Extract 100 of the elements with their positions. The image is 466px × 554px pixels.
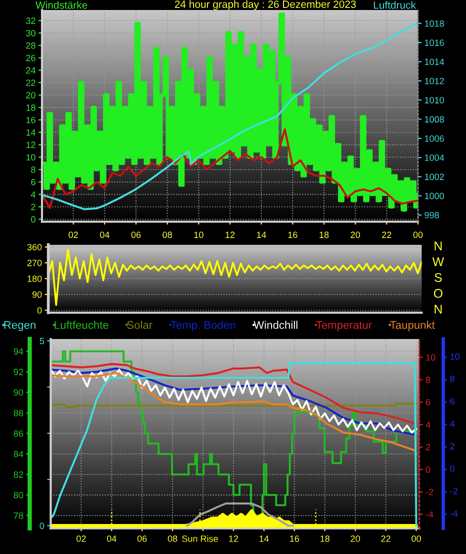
x-tick-label: 02 [76, 535, 86, 542]
x-tick-label: 06 [137, 535, 147, 542]
line-series [50, 363, 416, 424]
text: N [434, 242, 442, 250]
text: 2 [450, 443, 454, 450]
x-tick-label: 16 [288, 232, 298, 238]
y2-tick-label: 1018 [424, 20, 444, 27]
text: -2 [450, 488, 458, 494]
x-tick-label: 20 [350, 535, 360, 542]
y-tick-label: 32 [26, 18, 36, 24]
y2-tick-label: 0 [426, 466, 430, 473]
y2-tick-label: 4 [426, 422, 430, 428]
text: S [434, 273, 442, 282]
x-tick-label: 18 [320, 232, 329, 238]
y-axis-title: Windstärke [36, 1, 88, 9]
y-tick-label: 24 [26, 67, 36, 74]
y2-tick-label: 998 [424, 212, 439, 218]
y-tick-label: 12 [26, 142, 36, 148]
y2-tick-label: 8 [426, 376, 430, 384]
y2-tick-label: 1002 [424, 174, 444, 180]
y-tick-label: 14 [26, 129, 36, 136]
text: O [434, 288, 442, 298]
x-tick-label: 08 [162, 232, 172, 238]
legend-label: Temp. Boden [170, 320, 236, 332]
text: N [434, 304, 442, 314]
y-tick-label: 30 [26, 30, 36, 36]
line-series [48, 248, 422, 306]
x-tick-label: 22 [381, 535, 390, 542]
legend-label: Luftfeuchte [54, 320, 108, 329]
x-tick-label: 12 [229, 535, 238, 542]
y2-axis-title: Luftdruck [374, 1, 416, 9]
legend-label: Regen [4, 321, 36, 332]
chart-title: 24 hour graph day : 26 Dezember 2023 [174, 0, 356, 10]
y-tick-label: 0 [37, 307, 42, 314]
y2-tick-label: 1014 [424, 58, 444, 66]
y-tick-label: 22 [26, 80, 36, 86]
y-tick-label: 28 [26, 42, 36, 49]
y-tick-label: 0 [31, 216, 36, 223]
y-tick-label: 84 [14, 450, 24, 458]
y-tick-label: 270 [27, 260, 42, 266]
y-tick-label: 78 [14, 512, 24, 519]
text: W [432, 257, 444, 266]
y2-tick-label: 1012 [424, 78, 444, 84]
y2-tick-label: 1004 [424, 154, 444, 161]
legend-label: Windchill [254, 320, 298, 329]
text: 10 [450, 353, 460, 360]
x-tick-label: 08 [168, 535, 178, 542]
y-tick-label: 20 [26, 92, 36, 98]
y2-tick-label: 1010 [424, 97, 444, 104]
text: 6 [450, 398, 454, 405]
y-tick-label: 6 [31, 178, 36, 186]
legend-label: Temperatur [316, 321, 372, 332]
legend-label: Solar [127, 320, 152, 329]
x-tick-label: 10 [194, 232, 204, 238]
y2-tick-label: -4 [426, 511, 434, 518]
y-tick-label: 80 [14, 492, 24, 498]
text: 0 [450, 465, 454, 472]
y-tick-label: 180 [28, 276, 42, 282]
y-tick-label: 90 [14, 389, 24, 396]
text: 8 [450, 376, 454, 382]
x-tick-label: 00 [413, 232, 423, 238]
x-tick-label: 16 [290, 535, 300, 542]
y-tick-label: 10 [26, 154, 36, 160]
x-tick-label: 04 [106, 535, 116, 542]
y3-tick-label: 5 [40, 338, 44, 344]
x-tick-label: 14 [260, 536, 269, 542]
y-tick-label: 26 [26, 54, 36, 62]
text: 4 [450, 420, 455, 427]
y-tick-label: 92 [14, 368, 23, 376]
ref-line-label: Sun Rise [182, 535, 218, 542]
x-tick-label: 12 [226, 232, 235, 238]
y2-tick-label: 1016 [424, 40, 444, 46]
y-tick-label: 360 [27, 244, 42, 250]
y-tick-label: 86 [14, 430, 24, 437]
line-series [50, 372, 416, 452]
x-tick-label: 00 [412, 535, 421, 542]
y-tick-label: 16 [26, 116, 36, 124]
x-tick-label: 18 [320, 535, 330, 542]
x-tick-label: 04 [100, 232, 110, 238]
y2-tick-label: 1006 [424, 135, 444, 142]
legend-label: Taupunkt [390, 320, 435, 332]
y-tick-label: 94 [14, 348, 24, 355]
y-tick-label: 2 [31, 204, 36, 210]
y-tick-label: 8 [31, 166, 36, 173]
y2-tick-label: 1000 [424, 192, 444, 200]
y-tick-label: 18 [26, 104, 36, 111]
y2-tick-label: 1008 [424, 116, 444, 123]
x-tick-label: 06 [131, 232, 141, 238]
y-tick-label: 90 [32, 291, 42, 298]
y-tick-label: 4 [30, 191, 36, 198]
x-tick-label: 14 [257, 232, 266, 238]
text: -4 [450, 510, 458, 517]
y2-tick-label: 2 [426, 444, 430, 450]
x-tick-label: 22 [382, 232, 392, 238]
y2-tick-label: -2 [426, 488, 434, 496]
y-tick-label: 88 [14, 410, 24, 416]
y-tick-label: 82 [14, 471, 23, 478]
line-series [42, 128, 418, 210]
y2-tick-label: 6 [426, 399, 430, 406]
x-tick-label: 20 [350, 232, 360, 238]
